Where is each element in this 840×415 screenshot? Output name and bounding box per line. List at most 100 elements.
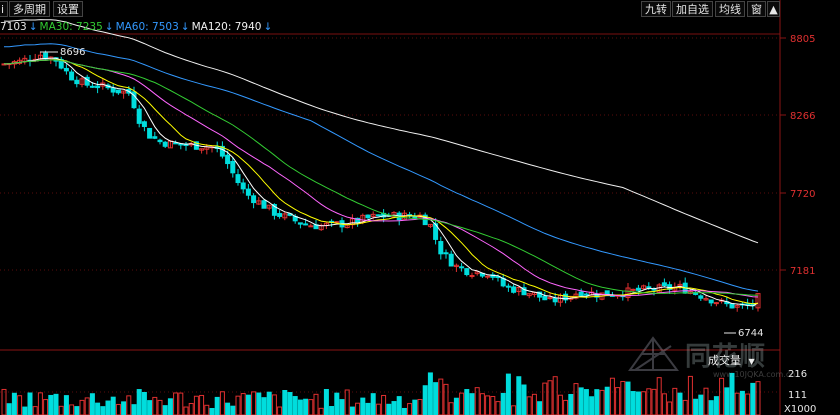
down-arrow-icon: ↓ [104, 21, 114, 33]
ma120-line [3, 19, 759, 244]
candle-body [708, 299, 714, 304]
volume-bar [199, 394, 205, 415]
scroll-arrow-icon[interactable]: ▲ [767, 1, 780, 17]
volume-bar [734, 392, 740, 415]
volume-bar [453, 397, 459, 415]
ma30-line [3, 59, 759, 296]
candle-body [141, 121, 147, 127]
volume-indicator-menu[interactable]: 成交量 ▼ [708, 354, 755, 368]
down-arrow-icon: ↓ [28, 21, 38, 33]
volume-bar [464, 389, 470, 415]
candle-body [245, 188, 251, 196]
candle-body [251, 195, 257, 204]
candle-body [469, 275, 475, 278]
volume-bar [235, 395, 241, 415]
volume-bar [516, 376, 522, 415]
candle-body [537, 291, 543, 298]
volume-bar [251, 391, 257, 415]
volume-bar [381, 394, 387, 415]
volume-bar [334, 392, 340, 415]
volume-bar [641, 391, 647, 415]
volume-bar [79, 399, 85, 415]
add-watchlist-button[interactable]: 加自选 [672, 1, 713, 17]
window-button[interactable]: 窗 [747, 1, 766, 17]
down-arrow-icon: ↓ [263, 21, 273, 33]
volume-bar [391, 401, 397, 415]
candle-body [443, 252, 449, 255]
candle-body [713, 302, 719, 305]
volume-bar [53, 393, 59, 415]
volume-bar [63, 395, 69, 415]
volume-bar [1, 388, 7, 415]
volume-bar [292, 396, 298, 415]
candle-body [516, 287, 522, 292]
volume-bar [360, 397, 366, 415]
volume-bar [313, 393, 319, 415]
candle-body [95, 85, 101, 89]
candle-body [755, 293, 761, 309]
volume-bar [225, 402, 231, 415]
chart-toolbar: i 多周期 设置 九转 加自选 均线 窗 ▲ [0, 0, 840, 19]
volume-bar [209, 408, 215, 415]
volume-bar [308, 399, 314, 415]
candle-body [563, 293, 569, 301]
volume-bar [323, 389, 329, 415]
volume-bar [277, 406, 283, 415]
candle-body [703, 298, 709, 301]
volume-bar [17, 395, 23, 415]
candlesticks [1, 50, 761, 334]
volume-bar [563, 399, 569, 415]
candle-body [58, 58, 64, 69]
period-button-truncated[interactable]: i [0, 1, 9, 17]
volume-bar [578, 387, 584, 415]
down-arrow-icon: ↓ [180, 21, 190, 33]
volume-bar [100, 406, 106, 415]
candle-body [225, 154, 231, 165]
candle-body [162, 141, 168, 147]
volume-bar [219, 391, 225, 415]
volume-bar [178, 392, 184, 415]
volume-bar [11, 392, 17, 415]
volume-bar [370, 393, 376, 415]
volume-bar [615, 387, 621, 415]
candle-body [427, 223, 433, 227]
volume-bar [469, 393, 475, 415]
volume-bar [157, 399, 163, 415]
candle-body [490, 274, 496, 278]
moving-average-button[interactable]: 均线 [715, 1, 745, 17]
ma10-line [3, 59, 759, 305]
ma-legend-item: MA120: 7940 [191, 21, 262, 33]
volume-bar [105, 400, 111, 415]
logo-icon [628, 336, 679, 371]
candle-body [635, 287, 641, 291]
volume-bar [204, 404, 210, 415]
volume-bar [74, 406, 80, 415]
volume-bar [599, 389, 605, 415]
volume-bar [708, 400, 714, 415]
candle-body [121, 90, 127, 94]
candle-body [521, 287, 527, 296]
volume-bar [495, 401, 501, 415]
volume-bar [214, 396, 220, 415]
volume-bar [568, 393, 574, 415]
low-price-annotation: 6744 [738, 328, 763, 339]
chevron-down-icon: ▼ [748, 357, 755, 366]
jiuzhuan-button[interactable]: 九转 [641, 1, 671, 17]
volume-bar [745, 393, 751, 415]
multi-period-button[interactable]: 多周期 [9, 1, 50, 17]
candle-body [459, 266, 465, 269]
volume-bar [739, 390, 745, 415]
volume-bar [589, 396, 595, 415]
candle-body [1, 63, 7, 66]
volume-level-1: 216 [788, 369, 807, 380]
settings-button[interactable]: 设置 [53, 1, 83, 17]
volume-bar [58, 405, 64, 415]
volume-bar [287, 392, 293, 415]
volume-bar [422, 385, 428, 415]
candle-body [63, 67, 69, 72]
volume-bar [303, 398, 309, 415]
grid [0, 0, 786, 415]
candle-body [79, 78, 85, 85]
volume-bar [755, 381, 761, 415]
